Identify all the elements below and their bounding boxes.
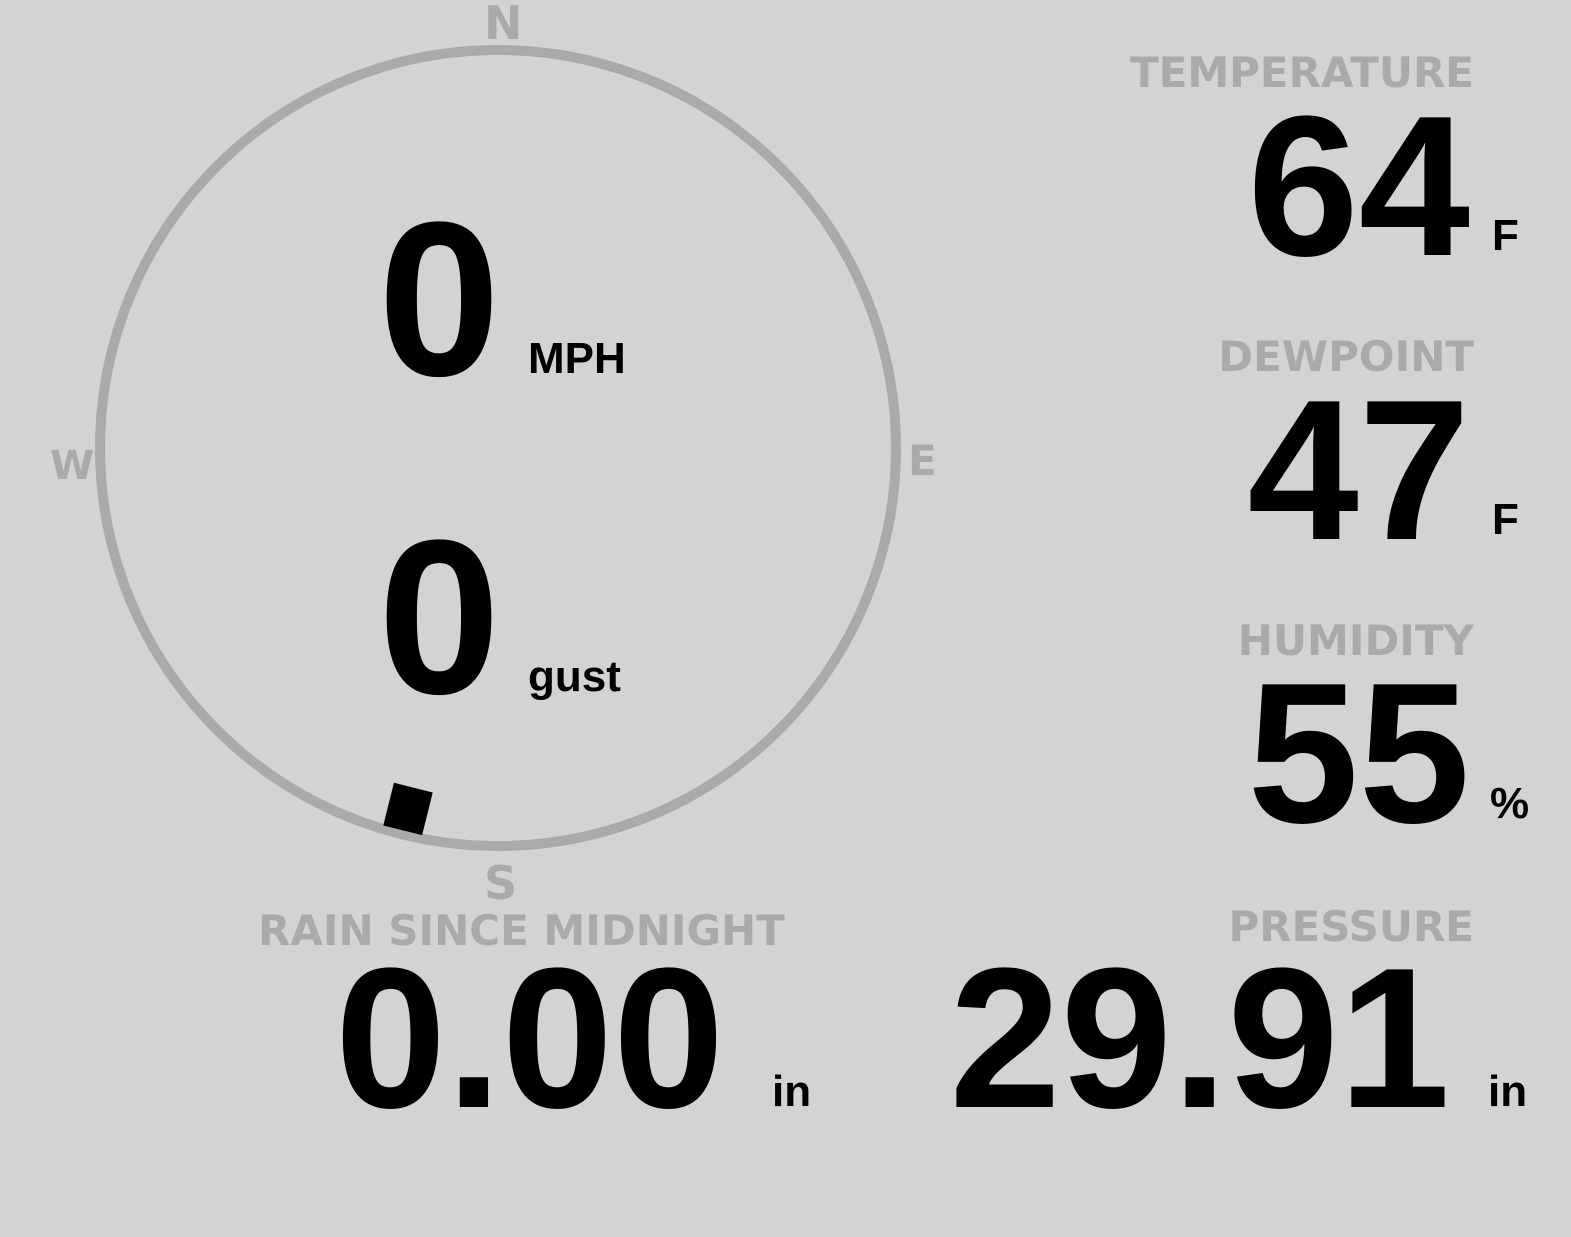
wind-gust-unit: gust (528, 652, 621, 701)
rain-unit: in (772, 1067, 812, 1116)
wind-direction-marker (383, 782, 433, 836)
temperature-unit: F (1492, 211, 1519, 260)
pressure-value: 29.91 (949, 927, 1451, 1150)
compass-south: S (484, 856, 518, 910)
dewpoint-value: 47 (1247, 359, 1470, 582)
temperature-label: TEMPERATURE (1130, 48, 1474, 97)
humidity-value: 55 (1247, 642, 1470, 865)
compass-east: E (908, 436, 937, 485)
temperature-value: 64 (1247, 75, 1470, 298)
compass-west: W (50, 443, 95, 489)
dewpoint-label: DEWPOINT (1218, 332, 1474, 381)
rain-value: 0.00 (335, 927, 725, 1150)
compass-north: N (484, 0, 523, 50)
humidity-unit: % (1490, 779, 1530, 828)
pressure-label: PRESSURE (1228, 902, 1474, 951)
dewpoint-unit: F (1492, 495, 1519, 544)
compass-ring (95, 45, 901, 851)
wind-speed-unit: MPH (528, 334, 626, 383)
humidity-label: HUMIDITY (1237, 616, 1474, 665)
pressure-unit: in (1488, 1067, 1528, 1116)
wind-speed-value: 0 (378, 176, 501, 422)
wind-gust-value: 0 (378, 494, 501, 740)
rain-label: RAIN SINCE MIDNIGHT (258, 906, 785, 955)
